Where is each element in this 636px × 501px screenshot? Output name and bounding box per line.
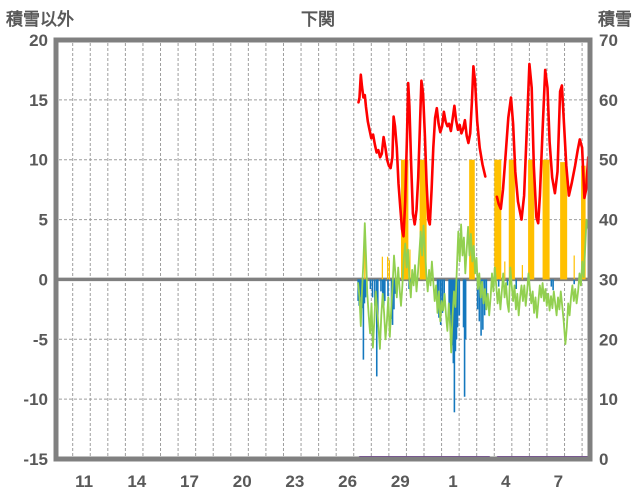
x-tick-label: 23: [285, 472, 304, 491]
blue-bars-bar: [384, 279, 386, 301]
blue-bars-bar: [480, 279, 482, 336]
right-tick-label: 10: [599, 390, 618, 409]
right-tick-label: 0: [599, 450, 608, 469]
blue-bars-bar: [391, 279, 394, 325]
x-tick-label: 4: [501, 472, 511, 491]
x-tick-label: 14: [127, 472, 146, 491]
orange-bars-bar: [364, 223, 366, 280]
orange-bars-bar: [560, 162, 568, 280]
orange-bars-bar: [528, 159, 535, 280]
orange-bars-bar: [388, 260, 390, 280]
blue-bars-bar: [393, 279, 395, 310]
blue-bars-bar: [485, 279, 488, 304]
blue-bars-bar: [364, 279, 367, 298]
blue-bars-bar: [436, 279, 439, 310]
blue-bars-bar: [455, 279, 458, 340]
right-tick-label: 60: [599, 91, 618, 110]
blue-bars-bar: [506, 279, 509, 286]
blue-bars-bar: [453, 279, 456, 413]
orange-bars-bar: [387, 256, 389, 280]
orange-bars-bar: [542, 159, 550, 280]
right-tick-label: 40: [599, 211, 618, 230]
left-tick-label: 20: [29, 31, 48, 50]
x-tick-label: 20: [233, 472, 252, 491]
blue-bars-bar: [449, 279, 451, 316]
x-tick-label: 29: [391, 472, 410, 491]
plot-border: [53, 37, 593, 462]
blue-bars-bar: [454, 279, 457, 352]
left-tick-label: 15: [29, 91, 48, 110]
red-line-series: [495, 62, 590, 225]
blue-bars-bar: [363, 279, 366, 304]
orange-bars-bar: [419, 159, 427, 280]
blue-bars-bar: [478, 279, 481, 322]
blue-bars-bar: [497, 279, 500, 287]
orange-bars-bar: [469, 159, 475, 280]
blue-bars-bar: [515, 279, 518, 290]
blue-bars-bar: [443, 279, 445, 298]
x-tick-label: 7: [554, 472, 563, 491]
orange-bars-bar: [494, 159, 502, 280]
orange-bars-bar: [409, 249, 411, 280]
blue-bars-bar: [463, 279, 466, 397]
orange-bars-bar: [381, 256, 383, 280]
orange-bars-bar: [573, 255, 575, 280]
left-tick-label: 5: [39, 211, 48, 230]
blue-bars-bar: [382, 279, 385, 306]
right-tick-label: 20: [599, 330, 618, 349]
x-tick-label: 17: [180, 472, 199, 491]
x-tick-label: 11: [75, 472, 93, 491]
right-tick-label: 30: [599, 270, 618, 289]
orange-bars-bar: [581, 165, 586, 280]
blue-bars-bar: [476, 279, 479, 310]
blue-bars-bar: [375, 279, 378, 377]
blue-bars-bar: [441, 279, 444, 313]
blue-bars-bar: [550, 279, 553, 287]
orange-bars-bar: [508, 159, 515, 280]
blue-bars-bar: [452, 279, 455, 364]
blue-bars-bar: [380, 279, 382, 292]
green-line-series: [357, 218, 590, 354]
x-tick-label: 1: [448, 472, 457, 491]
blue-bars-bar: [450, 279, 453, 334]
blue-bars-bar: [464, 279, 467, 340]
orange-bars-bar: [521, 265, 523, 280]
left-tick-label: -5: [33, 330, 48, 349]
left-axis-title: 積雪以外: [6, 10, 74, 29]
chart-title: 下関: [301, 10, 335, 29]
left-tick-label: 0: [39, 270, 48, 289]
blue-bars-bar: [377, 279, 379, 322]
blue-bars-bar: [573, 279, 575, 285]
right-tick-label: 70: [599, 31, 618, 50]
x-tick-label: 26: [338, 472, 357, 491]
blue-bars-bar: [439, 279, 442, 325]
blue-bars-bar: [359, 279, 362, 298]
blue-bars-bar: [456, 279, 459, 328]
orange-bars-bar: [504, 261, 506, 280]
right-axis-title: 積雪: [598, 10, 632, 29]
left-tick-label: -15: [23, 450, 48, 469]
left-tick-label: -10: [23, 390, 48, 409]
blue-bars-bar: [448, 279, 450, 304]
blue-bars-bar: [462, 279, 465, 328]
left-tick-label: 10: [29, 151, 48, 170]
blue-bars-bar: [371, 279, 374, 298]
red-line-series: [357, 65, 487, 238]
blue-bars-bar: [381, 279, 384, 299]
blue-bars-bar: [387, 279, 389, 297]
right-tick-label: 50: [599, 151, 618, 170]
blue-bars-bar: [458, 279, 461, 316]
blue-bars-bar: [369, 279, 372, 290]
blue-bars-bar: [482, 279, 484, 330]
blue-bars-bar: [362, 279, 365, 360]
blue-bars-bar: [552, 279, 554, 291]
